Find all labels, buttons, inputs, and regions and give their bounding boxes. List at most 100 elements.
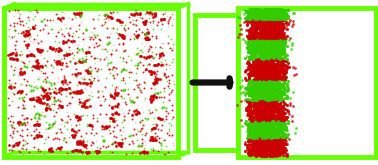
Point	[262, 83, 268, 85]
Point	[239, 100, 245, 103]
Point	[274, 104, 280, 106]
Point	[43, 65, 49, 68]
Point	[267, 110, 273, 113]
Point	[262, 128, 268, 131]
Point	[250, 58, 256, 60]
Point	[262, 131, 268, 133]
Point	[279, 27, 285, 30]
Point	[256, 119, 262, 122]
Point	[266, 108, 272, 111]
Point	[246, 101, 253, 104]
Point	[166, 129, 172, 132]
Point	[256, 106, 262, 108]
Point	[17, 92, 23, 95]
Point	[30, 65, 36, 68]
Point	[262, 124, 268, 127]
Point	[245, 43, 251, 45]
Point	[16, 124, 22, 127]
Point	[272, 141, 278, 143]
Point	[270, 116, 276, 118]
Point	[26, 37, 33, 39]
Point	[277, 108, 283, 111]
Point	[274, 133, 280, 135]
Point	[101, 138, 107, 141]
Point	[260, 117, 266, 120]
Point	[11, 29, 17, 31]
Point	[259, 55, 265, 57]
Point	[250, 43, 256, 46]
Point	[261, 79, 267, 82]
Point	[264, 59, 270, 62]
Point	[251, 62, 257, 64]
Point	[269, 46, 275, 49]
Point	[255, 103, 261, 105]
Point	[268, 23, 274, 26]
Point	[66, 33, 72, 36]
Point	[277, 121, 284, 123]
Point	[245, 17, 251, 20]
Point	[245, 113, 251, 116]
Point	[266, 9, 273, 11]
Point	[262, 127, 268, 130]
Point	[39, 65, 45, 68]
Point	[252, 127, 258, 130]
Point	[267, 17, 273, 20]
Point	[260, 10, 266, 12]
Point	[83, 28, 89, 30]
Point	[41, 102, 47, 104]
Point	[261, 9, 267, 12]
Point	[77, 15, 83, 18]
Point	[269, 17, 275, 19]
Point	[92, 149, 98, 152]
Point	[263, 139, 269, 142]
Point	[149, 138, 155, 141]
Point	[265, 44, 271, 47]
Point	[159, 42, 165, 45]
Point	[254, 27, 260, 30]
Point	[273, 90, 279, 92]
Point	[256, 10, 262, 13]
Point	[271, 16, 277, 19]
Point	[272, 108, 278, 111]
Point	[242, 122, 248, 125]
Point	[37, 98, 43, 101]
Point	[277, 74, 283, 77]
Point	[263, 86, 270, 89]
Point	[281, 119, 287, 121]
Point	[246, 134, 253, 136]
Point	[262, 18, 268, 20]
Point	[244, 34, 250, 37]
Point	[48, 82, 54, 85]
Point	[246, 19, 252, 22]
Point	[246, 152, 252, 155]
Point	[258, 117, 264, 120]
Point	[264, 100, 270, 103]
Point	[273, 73, 279, 75]
Point	[74, 71, 81, 74]
Point	[262, 50, 268, 53]
Point	[72, 149, 78, 151]
Point	[280, 52, 286, 55]
Point	[249, 8, 255, 11]
Point	[252, 143, 258, 146]
Point	[114, 27, 120, 30]
Point	[28, 88, 34, 91]
Point	[266, 93, 272, 96]
Point	[257, 100, 263, 103]
Point	[277, 92, 283, 95]
Point	[259, 70, 265, 73]
Point	[155, 136, 161, 139]
Point	[274, 36, 280, 39]
Point	[253, 18, 259, 20]
Point	[137, 130, 143, 132]
Point	[277, 20, 284, 23]
Point	[255, 82, 261, 84]
Point	[38, 85, 44, 88]
Point	[273, 50, 279, 52]
Point	[270, 132, 276, 134]
Point	[275, 20, 281, 22]
Point	[277, 110, 283, 112]
Point	[272, 52, 278, 55]
Point	[265, 74, 271, 76]
Point	[259, 113, 265, 116]
